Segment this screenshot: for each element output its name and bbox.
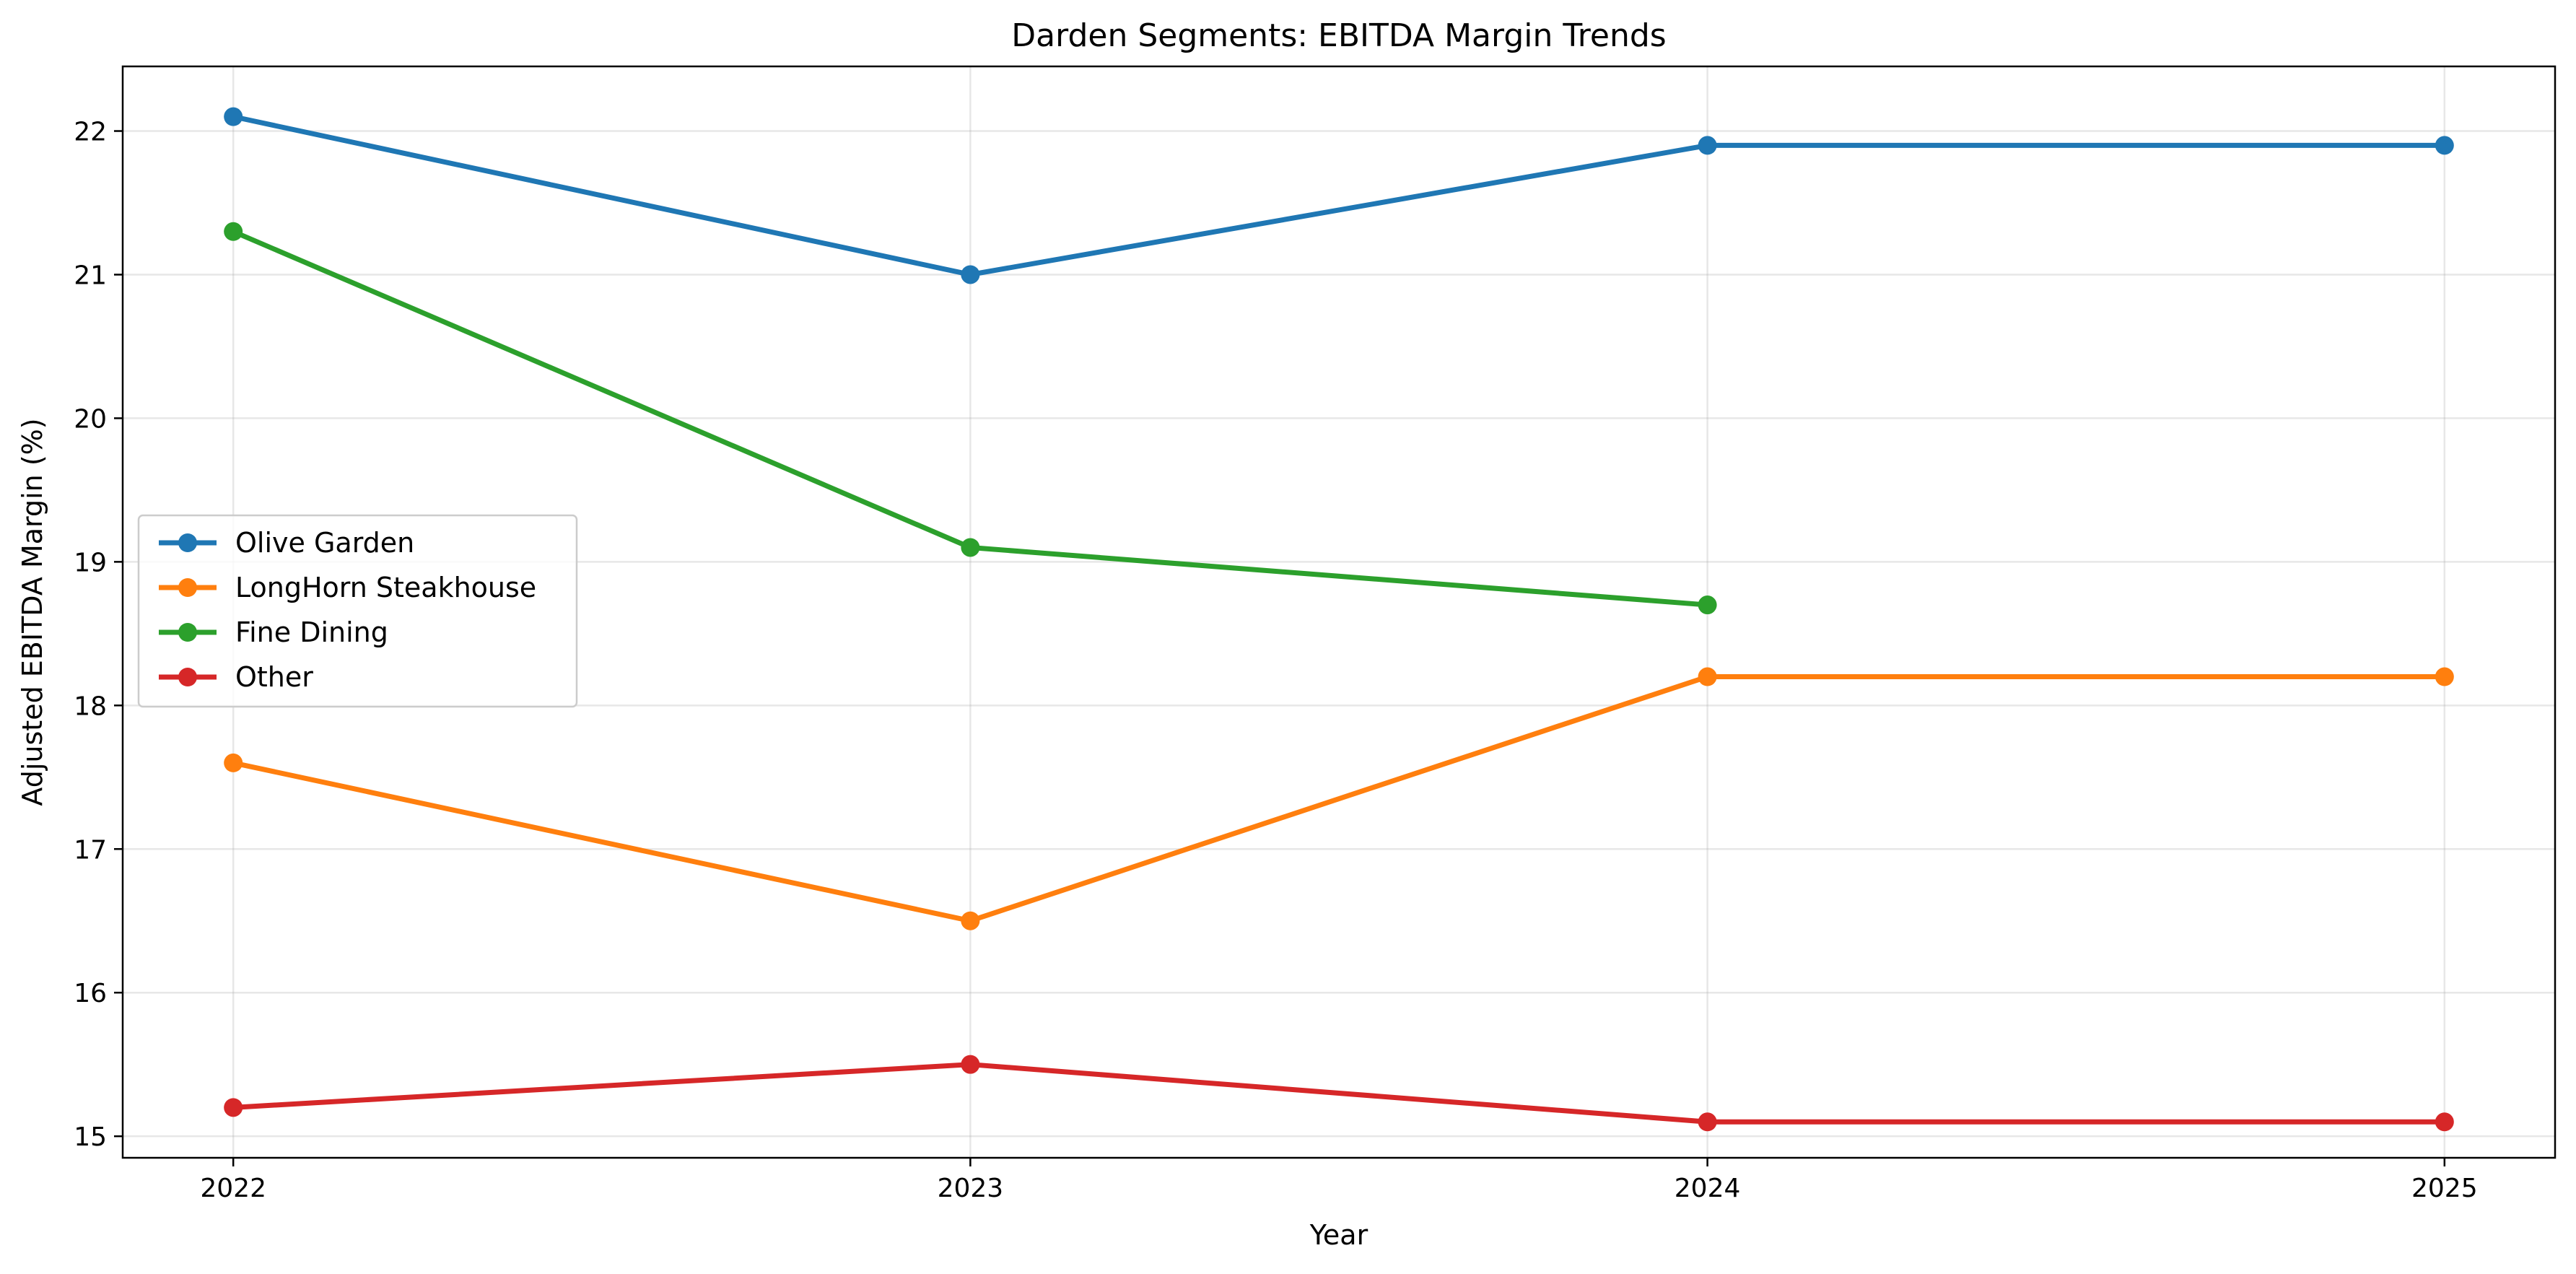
x-tick-label: 2024 (1675, 1174, 1741, 1203)
series-other (224, 1055, 2454, 1132)
data-point (224, 753, 243, 772)
x-axis-label: Year (1309, 1219, 1368, 1251)
legend-entry: Other (159, 661, 313, 693)
data-point (1698, 667, 1717, 686)
x-tick-label: 2023 (938, 1174, 1004, 1203)
y-tick-label: 15 (74, 1122, 107, 1152)
chart-title: Darden Segments: EBITDA Margin Trends (1011, 17, 1666, 54)
data-point (224, 107, 243, 126)
legend-label: Other (235, 661, 313, 693)
grid-lines (123, 66, 2555, 1158)
data-point (224, 222, 243, 241)
series-line (230, 114, 2448, 277)
data-point (961, 538, 980, 557)
series-line (230, 674, 2448, 924)
y-tick-label: 22 (74, 118, 107, 147)
y-tick-label: 20 (74, 404, 107, 434)
series-olive-garden (224, 107, 2454, 284)
series-fine-dining (224, 222, 1717, 615)
legend-label: LongHorn Steakhouse (235, 572, 536, 603)
series-longhorn-steakhouse (224, 667, 2454, 930)
data-point (1698, 595, 1717, 615)
data-point (961, 265, 980, 284)
data-point (1698, 136, 1717, 155)
legend-label: Olive Garden (235, 527, 414, 559)
data-point (961, 911, 980, 930)
x-tick-label: 2022 (200, 1174, 266, 1203)
x-axis-ticks: 2022 2023 2024 2025 (200, 1158, 2478, 1203)
legend: Olive Garden LongHorn Steakhouse Fine Dini… (137, 514, 578, 708)
data-point (2435, 136, 2454, 155)
legend-entry: LongHorn Steakhouse (159, 572, 536, 603)
legend-entry: Fine Dining (159, 616, 388, 648)
legend-marker (178, 668, 197, 686)
legend-label: Fine Dining (235, 616, 388, 648)
data-point (1698, 1112, 1717, 1132)
data-point (2435, 667, 2454, 686)
y-tick-label: 19 (74, 548, 107, 577)
legend-marker (178, 578, 197, 597)
y-tick-label: 21 (74, 261, 107, 290)
y-tick-label: 16 (74, 979, 107, 1008)
series-layer (224, 107, 2454, 1132)
y-tick-label: 18 (74, 691, 107, 721)
x-tick-label: 2025 (2411, 1174, 2478, 1203)
legend-marker (178, 623, 197, 642)
data-point (2435, 1112, 2454, 1132)
data-point (961, 1055, 980, 1074)
data-point (224, 1098, 243, 1117)
y-tick-label: 17 (74, 835, 107, 865)
series-line (230, 1062, 2448, 1125)
legend-marker (178, 533, 197, 552)
legend-box (137, 514, 578, 708)
legend-entry: Olive Garden (159, 527, 414, 559)
plot-frame (121, 65, 2557, 1159)
y-axis-ticks: 15 16 17 18 19 20 21 22 (74, 118, 123, 1152)
y-axis-label: Adjusted EBITDA Margin (%) (17, 418, 48, 806)
